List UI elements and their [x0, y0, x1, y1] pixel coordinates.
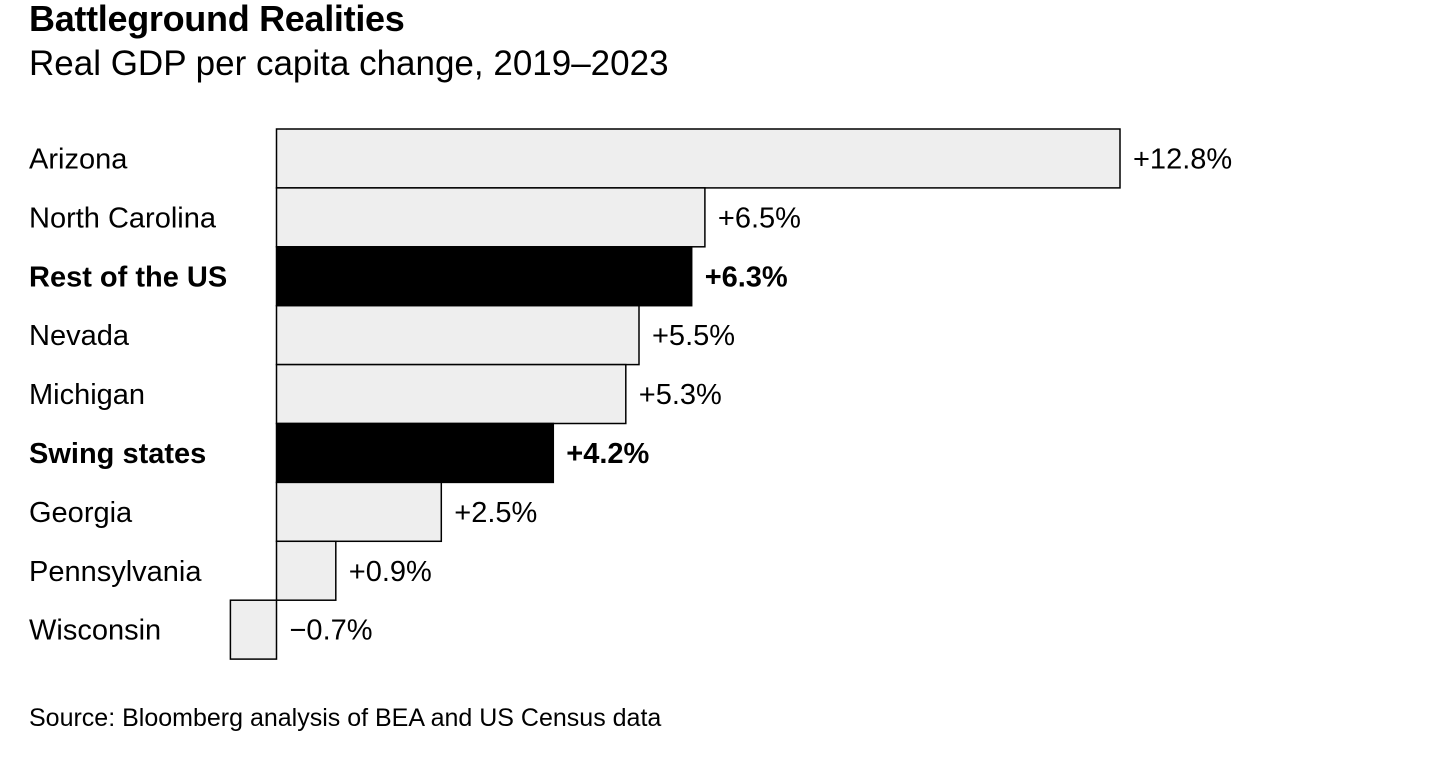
category-label-pennsylvania: Pennsylvania: [29, 556, 202, 588]
category-label-rest-of-the-us: Rest of the US: [29, 261, 227, 293]
bar-georgia: [275, 481, 443, 543]
chart-title: Battleground Realities: [29, 0, 405, 39]
chart-subtitle: Real GDP per capita change, 2019–2023: [29, 44, 669, 83]
category-label-north-carolina: North Carolina: [29, 202, 217, 234]
category-label-swing-states: Swing states: [29, 438, 206, 470]
bar-wisconsin: [229, 599, 278, 660]
bar-nevada: [275, 304, 640, 366]
bar-pennsylvania: [275, 540, 337, 601]
value-label-north-carolina: +6.5%: [718, 202, 801, 234]
bar-north-carolina: [275, 187, 706, 248]
bar-arizona: [275, 128, 1121, 189]
value-label-michigan: +5.3%: [639, 379, 722, 411]
value-label-pennsylvania: +0.9%: [349, 556, 432, 588]
category-label-georgia: Georgia: [29, 497, 133, 529]
value-label-rest-of-the-us: +6.3%: [705, 261, 788, 293]
bar-michigan: [275, 363, 627, 425]
value-label-georgia: +2.5%: [454, 497, 537, 529]
source-note: Source: Bloomberg analysis of BEA and US…: [29, 704, 662, 732]
value-label-nevada: +5.5%: [652, 320, 735, 352]
bar-swing-states: [275, 422, 555, 484]
value-label-wisconsin: −0.7%: [290, 615, 373, 647]
category-label-wisconsin: Wisconsin: [29, 615, 161, 647]
bar-rest-of-the-us: [275, 246, 693, 307]
category-label-michigan: Michigan: [29, 379, 145, 411]
bar-chart: Arizona +12.8% North Carolina +6.5% Rest of …: [29, 128, 1232, 660]
value-label-swing-states: +4.2%: [566, 438, 649, 470]
category-label-nevada: Nevada: [29, 320, 130, 352]
category-label-arizona: Arizona: [29, 143, 128, 175]
value-label-arizona: +12.8%: [1133, 143, 1232, 175]
